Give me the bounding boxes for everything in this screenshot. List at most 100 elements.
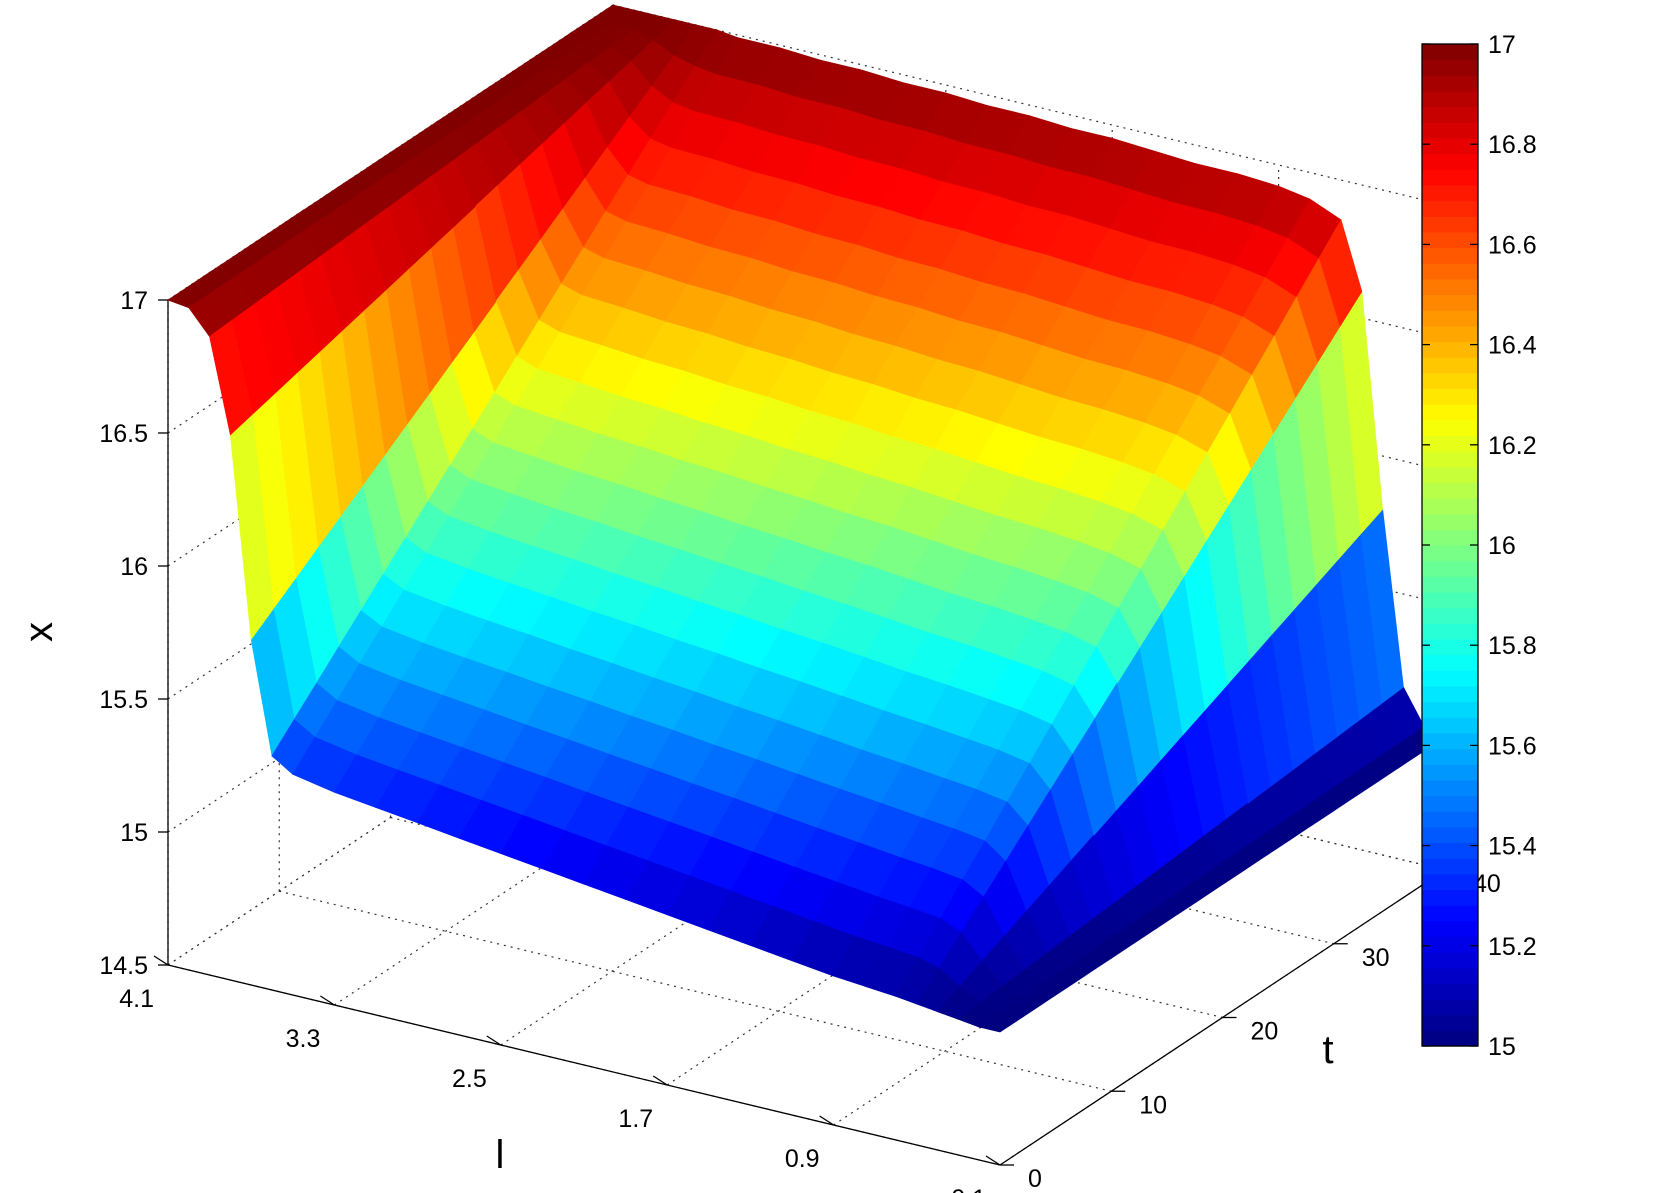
axes-ticks bbox=[153, 299, 1459, 1166]
colorbar-swatch bbox=[1422, 591, 1478, 609]
colorbar-swatch bbox=[1422, 90, 1478, 108]
colorbar-swatch bbox=[1422, 435, 1478, 452]
colorbar-tick-label: 15.6 bbox=[1488, 732, 1537, 760]
colorbar-swatch bbox=[1422, 560, 1478, 577]
colorbar-swatch bbox=[1422, 748, 1478, 765]
colorbar-swatch bbox=[1422, 341, 1478, 358]
colorbar-swatch bbox=[1422, 498, 1478, 515]
colorbar-tick-label: 16.2 bbox=[1488, 432, 1537, 460]
l-tick bbox=[985, 1155, 1001, 1166]
colorbar-swatch bbox=[1422, 889, 1478, 906]
colorbar-swatch bbox=[1422, 701, 1478, 718]
surface-patch bbox=[978, 1011, 1024, 1033]
t-tick-label: 10 bbox=[1139, 1091, 1167, 1119]
colorbar-swatch bbox=[1422, 137, 1478, 155]
colorbar-swatch bbox=[1422, 372, 1478, 390]
colorbar-swatch bbox=[1422, 670, 1478, 687]
colorbar-swatch bbox=[1422, 764, 1478, 781]
colorbar-swatch bbox=[1422, 419, 1478, 437]
colorbar-swatch bbox=[1422, 795, 1478, 812]
colorbar-swatch bbox=[1422, 451, 1478, 468]
colorbar-swatch bbox=[1422, 607, 1478, 624]
l-tick-label: 2.5 bbox=[452, 1065, 487, 1093]
colorbar-swatch bbox=[1422, 983, 1478, 1000]
tick-labels: 14.5 15 15.5 16 16.5 17 4.1 3.3 2.5 1.7 0.9 0.1 0 10 2… bbox=[99, 287, 1500, 1193]
colorbar-swatch bbox=[1422, 842, 1478, 859]
colorbar-swatch bbox=[1422, 247, 1478, 264]
colorbar-swatch bbox=[1422, 482, 1478, 499]
l-tick bbox=[652, 1075, 668, 1086]
x-axis-title: l bbox=[496, 1133, 505, 1177]
colorbar-swatch bbox=[1422, 216, 1478, 233]
colorbar-swatch bbox=[1422, 623, 1478, 640]
colorbar-swatch bbox=[1422, 325, 1478, 343]
l-tick-label: 0.1 bbox=[951, 1185, 986, 1193]
colorbar-swatch bbox=[1422, 638, 1478, 656]
colorbar-swatch bbox=[1422, 826, 1478, 844]
colorbar-swatch bbox=[1422, 654, 1478, 671]
t-tick-label: 0 bbox=[1028, 1165, 1042, 1193]
colorbar-swatch bbox=[1422, 873, 1478, 891]
z-tick-label: 15 bbox=[120, 819, 148, 847]
colorbar-tick-label: 16.6 bbox=[1488, 231, 1537, 259]
colorbar-swatch bbox=[1422, 263, 1478, 280]
colorbar-tick-label: 16 bbox=[1488, 532, 1516, 560]
l-tick bbox=[486, 1035, 502, 1046]
colorbar-swatch bbox=[1422, 952, 1478, 969]
y-axis-title: t bbox=[1322, 1028, 1333, 1072]
colorbar-swatch bbox=[1422, 779, 1478, 797]
z-axis-title: x bbox=[17, 622, 61, 642]
colorbar-tick-label: 16.8 bbox=[1488, 131, 1537, 159]
grid-line-floor-t bbox=[279, 890, 1112, 1092]
l-tick-label: 0.9 bbox=[785, 1145, 820, 1173]
t-tick-label: 20 bbox=[1251, 1018, 1279, 1046]
l-tick-label: 4.1 bbox=[119, 985, 154, 1013]
colorbar-swatch bbox=[1422, 231, 1478, 249]
z-tick-label: 14.5 bbox=[99, 952, 148, 980]
z-tick-label: 17 bbox=[120, 287, 148, 315]
z-tick-label: 15.5 bbox=[99, 686, 148, 714]
colorbar-swatch bbox=[1422, 466, 1478, 483]
colorbar-swatch bbox=[1422, 905, 1478, 922]
colorbar-tick-label: 15 bbox=[1488, 1033, 1516, 1061]
t-tick-label: 30 bbox=[1362, 944, 1390, 972]
colorbar-tick-label: 15.2 bbox=[1488, 933, 1537, 961]
l-tick bbox=[153, 955, 169, 966]
grid-line-side-z bbox=[612, 4, 1446, 206]
colorbar-swatch bbox=[1422, 685, 1478, 703]
surface-mesh bbox=[167, 4, 1446, 1033]
colorbar-swatch bbox=[1422, 576, 1478, 593]
l-tick-label: 1.7 bbox=[618, 1105, 653, 1133]
z-tick-label: 16.5 bbox=[99, 420, 148, 448]
colorbar-swatch bbox=[1422, 1014, 1478, 1031]
colorbar-swatch bbox=[1422, 169, 1478, 186]
colorbar-swatch bbox=[1422, 811, 1478, 828]
z-tick-label: 16 bbox=[120, 553, 148, 581]
surface-patch bbox=[209, 319, 254, 436]
colorbar: 15 15.2 15.4 15.6 15.8 16 16.2 16.4 16.6 16.8 17 bbox=[1421, 31, 1537, 1061]
colorbar-swatch bbox=[1422, 936, 1478, 953]
colorbar-swatch bbox=[1422, 404, 1478, 421]
colorbar-swatch bbox=[1422, 717, 1478, 734]
colorbar-swatch bbox=[1422, 106, 1478, 123]
l-tick bbox=[819, 1115, 834, 1126]
colorbar-swatch bbox=[1422, 122, 1478, 139]
colorbar-swatch bbox=[1422, 1030, 1478, 1047]
colorbar-swatch bbox=[1422, 529, 1478, 546]
colorbar-tick-label: 17 bbox=[1488, 31, 1516, 59]
colorbar-swatch bbox=[1422, 967, 1478, 984]
l-axis-line bbox=[167, 964, 1001, 1166]
colorbar-swatch bbox=[1422, 545, 1478, 562]
colorbar-swatch bbox=[1422, 200, 1478, 217]
colorbar-swatch bbox=[1422, 184, 1478, 202]
l-tick bbox=[320, 995, 335, 1006]
colorbar-tick-label: 15.4 bbox=[1488, 833, 1537, 861]
colorbar-swatch bbox=[1422, 732, 1478, 750]
colorbar-swatch bbox=[1422, 388, 1478, 405]
grid-line-back-z bbox=[167, 669, 614, 966]
colorbar-swatch bbox=[1422, 513, 1478, 530]
colorbar-swatch bbox=[1422, 59, 1478, 76]
colorbar-swatch bbox=[1422, 153, 1478, 170]
colorbar-swatch bbox=[1422, 999, 1478, 1016]
